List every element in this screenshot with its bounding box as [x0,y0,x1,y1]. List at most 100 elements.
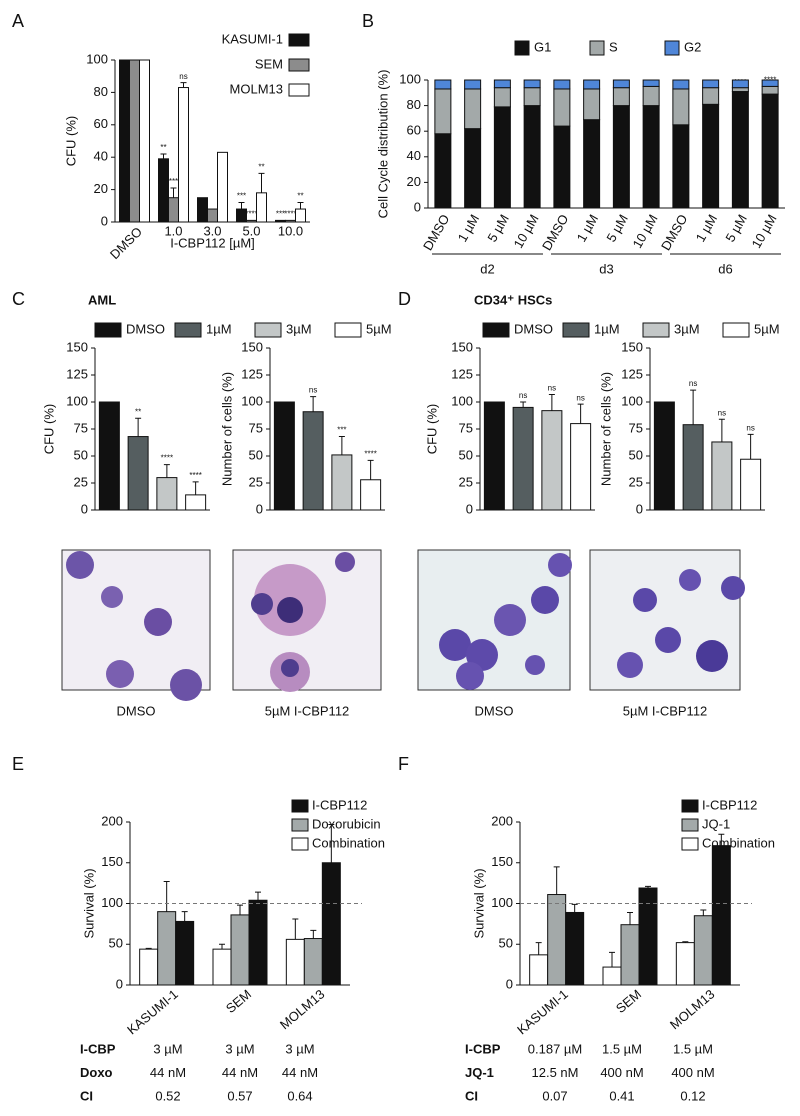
table-cell: 44 nM [150,1065,186,1080]
x-tick-label: 5 µM [603,212,631,245]
x-tick-label: SEM [613,986,644,1016]
caption: DMSO [475,703,514,718]
table-row-header: I-CBP [80,1041,116,1056]
y-axis-label: CFU (%) [424,404,439,455]
legend-swatch [722,322,750,338]
legend-label: MOLM13 [230,81,283,96]
error-bar [577,403,584,424]
bar [434,133,452,209]
y-tick-label: 25 [74,474,88,489]
y-tick-label: 100 [66,393,88,408]
bar [529,954,549,986]
bar [740,458,762,511]
bar [553,125,571,209]
legend-swatch [94,322,122,338]
error-bar [571,903,578,913]
error-bar [328,823,335,863]
panel-letter: C [12,289,25,309]
significance-label: *** [169,177,178,186]
significance-label: ns [548,384,556,393]
bar [139,948,159,986]
bar [702,103,720,209]
error-bar [192,481,199,495]
bar [731,91,749,209]
bar [612,87,630,107]
error-bar [645,885,651,889]
error-bar [548,393,555,411]
legend-label: S [609,39,618,54]
bar [553,79,571,90]
table-cell: 12.5 nM [532,1065,579,1080]
y-tick-label: 0 [101,213,108,228]
y-tick-label: 150 [491,854,513,869]
legend-swatch [334,322,362,338]
error-bar [310,396,317,412]
x-tick-label: KASUMI-1 [124,986,181,1037]
bar [139,59,150,223]
bar [331,454,353,511]
bar [197,197,208,223]
bar [185,494,207,511]
bar [570,423,592,511]
error-bar [700,909,707,916]
y-tick-label: 100 [101,895,123,910]
x-tick-label: 1.0 [164,223,182,238]
group-label: d2 [480,261,494,276]
bar [565,911,585,986]
error-bar [258,172,265,193]
table-cell: 400 nM [671,1065,714,1080]
error-bar [553,866,560,895]
legend-swatch [288,83,310,97]
y-tick-label: 50 [499,936,513,951]
legend-label: 5µM [366,321,392,336]
error-bar [163,464,170,478]
table-row-header: CI [465,1088,478,1103]
y-tick-label: 40 [407,148,421,163]
y-tick-label: 150 [621,339,643,354]
y-tick-label: 75 [74,420,88,435]
bar [493,79,511,89]
error-bar [180,82,187,88]
panel-title: CD34⁺ HSCs [474,292,552,307]
bar [761,79,779,87]
significance-label: ns [179,72,187,81]
error-bar [297,202,304,210]
y-tick-label: 125 [451,366,473,381]
error-bar [181,911,188,922]
bar [321,862,341,986]
y-tick-label: 75 [459,420,473,435]
error-bar [690,389,697,425]
bar [672,79,690,90]
y-tick-label: 125 [66,366,88,381]
significance-label: ns [576,393,584,402]
legend-swatch [291,837,309,851]
significance-label: ns [519,391,527,400]
error-bar [163,880,170,912]
bar [273,401,295,511]
significance-label: *** [337,426,346,435]
significance-label: ns [746,424,754,433]
caption: 5µM I-CBP112 [265,703,350,718]
bar [702,79,720,89]
x-tick-label: DMSO [658,212,690,253]
legend-label: Combination [312,835,385,850]
error-bar [609,951,615,968]
x-tick-label: 10.0 [278,223,303,238]
x-tick-label: 1 µM [455,212,483,245]
bar [612,79,630,89]
y-tick-label: 100 [399,71,421,86]
error-bar [338,436,345,455]
y-tick-label: 100 [241,393,263,408]
y-tick-label: 0 [116,976,123,991]
bar [248,899,268,986]
bar [168,197,179,223]
y-tick-label: 60 [94,116,108,131]
x-tick-label: DMSO [107,224,145,262]
caption: 5µM I-CBP112 [623,703,708,718]
bar [285,219,296,223]
bar [672,88,690,126]
y-tick-label: 200 [491,813,513,828]
legend-label: JQ-1 [702,816,730,831]
table-cell: 0.187 µM [528,1041,582,1056]
